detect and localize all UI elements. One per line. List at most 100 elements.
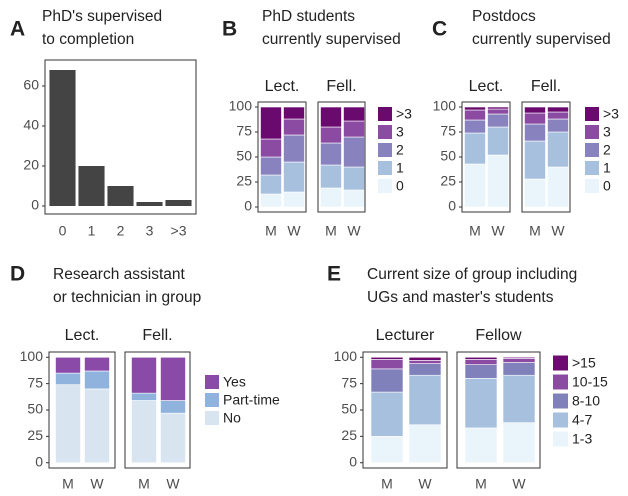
bar	[78, 166, 105, 206]
legend-swatch	[378, 179, 392, 193]
panel-border	[521, 101, 571, 213]
facet-label: Fell.	[326, 78, 356, 95]
bar-segment	[524, 178, 546, 208]
legend-swatch	[378, 107, 392, 121]
bar-segment	[547, 106, 569, 113]
bar-segment	[55, 356, 81, 374]
bar-segment	[408, 356, 442, 361]
chart-title: Research assistant	[53, 266, 186, 283]
bar-segment	[464, 359, 498, 365]
x-tick-label: W	[166, 476, 180, 491]
bar-segment	[343, 106, 365, 122]
bar-segment	[343, 189, 365, 208]
legend-swatch	[553, 412, 568, 428]
legend-label: No	[223, 410, 241, 426]
y-tick-label: 50	[440, 148, 456, 164]
y-tick-label: 60	[23, 77, 39, 93]
panel-border	[48, 351, 116, 469]
y-tick-label: 75	[440, 123, 456, 139]
chart-title: or technician in group	[53, 289, 201, 306]
legend-label: >3	[396, 106, 412, 122]
bar-segment	[283, 118, 305, 136]
panel-letter: C	[432, 18, 447, 41]
bar-segment	[283, 134, 305, 163]
x-tick-label: 2	[117, 223, 125, 239]
legend-label: 3	[603, 124, 611, 140]
bar-segment	[487, 108, 509, 115]
y-tick-label: 0	[349, 453, 357, 469]
chart-title: PhD students	[262, 8, 355, 25]
bar-segment	[260, 138, 282, 158]
bar-segment	[464, 378, 498, 429]
x-tick-label: 3	[146, 223, 154, 239]
y-tick-label: 40	[23, 117, 39, 133]
bar-segment	[131, 400, 157, 464]
bar-segment	[370, 436, 404, 464]
x-tick-label: M	[529, 223, 541, 239]
y-tick-label: 25	[236, 173, 252, 189]
panel-border	[317, 101, 366, 213]
y-tick-label: 0	[448, 198, 456, 214]
legend-swatch	[585, 143, 599, 157]
legend-label: 2	[603, 142, 611, 158]
x-tick-label: 0	[59, 223, 67, 239]
y-tick-label: 25	[27, 427, 43, 443]
legend-label: 0	[396, 178, 404, 194]
bar-segment	[464, 109, 486, 121]
legend-swatch	[585, 179, 599, 193]
legend-swatch	[378, 125, 392, 139]
legend-swatch	[585, 161, 599, 175]
bar-segment	[131, 356, 157, 394]
chart-title: to completion	[42, 31, 134, 48]
y-tick-label: 25	[341, 427, 357, 443]
bar-segment	[55, 372, 81, 385]
bar-segment	[487, 106, 509, 110]
legend-swatch	[553, 431, 568, 447]
bar-segment	[343, 120, 365, 138]
legend-swatch	[585, 107, 599, 121]
bar	[136, 202, 163, 206]
bar	[49, 70, 76, 206]
bar-segment	[55, 384, 81, 464]
bar-segment	[160, 356, 186, 401]
bar-segment	[320, 164, 342, 189]
bar-segment	[464, 356, 498, 360]
legend-swatch	[553, 374, 568, 390]
legend-label: 10-15	[572, 374, 608, 390]
x-tick-label: W	[287, 223, 301, 239]
bar-segment	[160, 412, 186, 464]
bar-segment	[502, 356, 536, 359]
bar-segment	[370, 391, 404, 437]
chart-title: currently supervised	[472, 31, 611, 48]
bar-segment	[320, 126, 342, 144]
legend-label: 1	[396, 160, 404, 176]
bar-segment	[260, 193, 282, 208]
bar-segment	[502, 358, 536, 363]
bar-segment	[464, 427, 498, 464]
panel-letter: A	[10, 18, 25, 41]
bar-segment	[408, 363, 442, 376]
bar-segment	[547, 111, 569, 120]
bar-segment	[343, 166, 365, 191]
y-tick-label: 0	[35, 453, 43, 469]
bar-segment	[502, 374, 536, 423]
panel-letter: B	[222, 18, 237, 41]
bar	[165, 200, 192, 206]
bar-segment	[260, 106, 282, 140]
legend-swatch	[378, 143, 392, 157]
facet-label: Lect.	[265, 78, 300, 95]
panel-border	[456, 351, 541, 469]
y-tick-label: 25	[440, 173, 456, 189]
bar-segment	[547, 131, 569, 168]
bar-segment	[283, 191, 305, 208]
facet-label: Lect.	[65, 327, 100, 344]
legend-label: 1-3	[572, 431, 592, 447]
bar-segment	[320, 142, 342, 166]
chart-title: PhD's supervised	[42, 8, 162, 25]
chart-title: Postdocs	[472, 8, 536, 25]
bar-segment	[160, 400, 186, 414]
bar-segment	[502, 422, 536, 464]
facet-label: Lecturer	[376, 327, 435, 344]
legend-label: Part-time	[223, 392, 280, 408]
